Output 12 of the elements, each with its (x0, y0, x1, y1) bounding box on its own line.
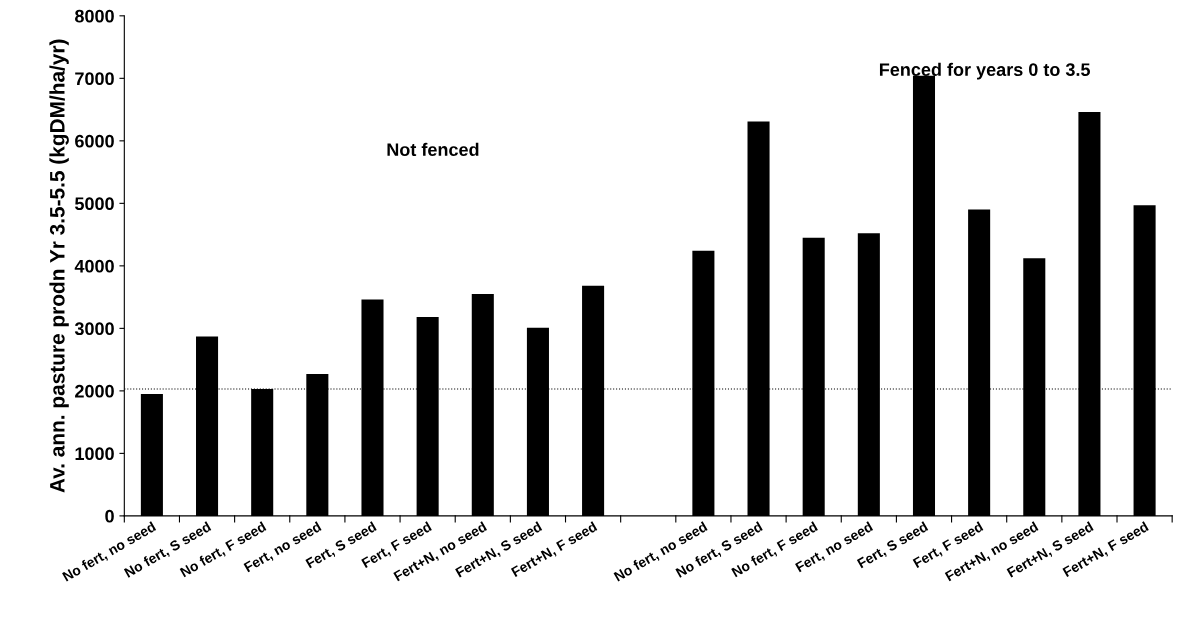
y-tick-label: 4000 (74, 259, 114, 273)
y-tick-label: 1000 (75, 447, 114, 461)
y-tick-label: 8000 (75, 9, 114, 23)
y-tick-label: 6000 (75, 134, 114, 148)
annotation: Not fenced (387, 142, 479, 157)
y-tick-label: 5000 (74, 197, 114, 211)
y-tick-label: 3000 (74, 322, 114, 336)
y-tick-label: 0 (105, 509, 114, 523)
y-tick-label: 7000 (75, 72, 114, 86)
annotation: Fenced for years 0 to 3.5 (879, 62, 1090, 80)
y-axis-title: Av. ann. pasture prodn Yr 3.5-5.5 (kgDM/ha/yr) (49, 39, 69, 493)
y-tick-label: 2000 (75, 384, 114, 398)
